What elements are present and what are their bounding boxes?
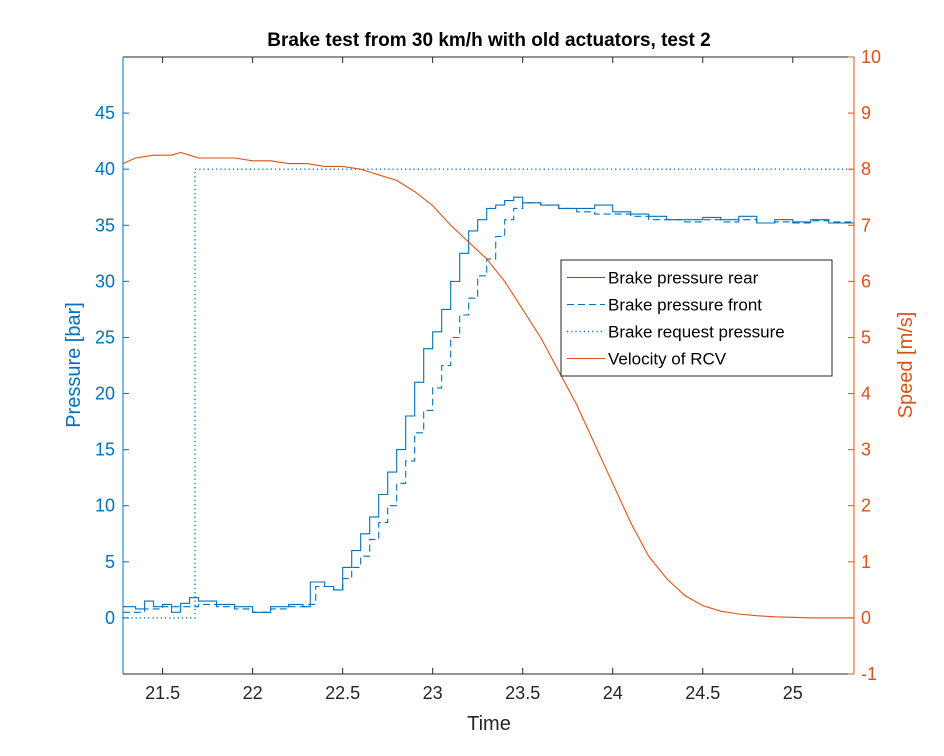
x-tick-label: 22 [243,683,263,703]
y-left-tick-label: 40 [95,159,115,179]
legend: Brake pressure rear Brake pressure front B… [560,259,833,377]
y-axis-left-label: Pressure [bar] [63,302,85,428]
y-left-tick-label: 20 [95,384,115,404]
y-left-tick-label: 35 [95,215,115,235]
y-right-tick-label: 2 [861,496,871,516]
x-tick-label: 23.5 [505,683,540,703]
y-left-tick-label: 10 [95,496,115,516]
axes-layer: 21.5 22 22.5 23 23.5 24 24.5 250510152025303540… [95,47,881,703]
x-axis-label: Time [467,713,511,735]
legend-label: Brake pressure front [608,296,762,315]
series-layer [122,151,855,619]
x-tick-label: 22.5 [325,683,360,703]
y-left-tick-label: 45 [95,103,115,123]
legend-label: Brake request pressure [608,323,785,342]
y-right-tick-label: 5 [861,327,871,347]
y-left-tick-label: 5 [105,552,115,572]
y-right-tick-label: 8 [861,159,871,179]
x-tick-label: 23 [423,683,443,703]
x-tick-label: 25 [783,683,803,703]
series-line-2 [123,202,855,613]
y-right-tick-label: 0 [861,608,871,628]
chart-title: Brake test from 30 km/h with old actuato… [267,30,710,51]
y-right-tick-label: 9 [861,103,871,123]
x-tick-label: 24 [603,683,623,703]
legend-box [560,259,833,377]
series-line-4 [122,151,854,619]
y-right-tick-label: 3 [861,440,871,460]
x-tick-label: 21.5 [145,683,180,703]
legend-label: Brake pressure rear [608,269,759,288]
y-right-tick-label: 4 [861,384,871,404]
y-left-tick-label: 25 [95,327,115,347]
y-axis-right-label: Speed [m/s] [895,312,917,419]
y-left-tick-label: 30 [95,271,115,291]
y-right-tick-label: 1 [861,552,871,572]
legend-label: Velocity of RCV [608,350,727,369]
y-right-tick-label: -1 [861,664,877,684]
y-left-tick-label: 0 [105,608,115,628]
y-right-tick-label: 10 [861,47,881,67]
y-left-tick-label: 15 [95,440,115,460]
x-tick-label: 24.5 [685,683,720,703]
y-right-tick-label: 7 [861,215,871,235]
y-right-tick-label: 6 [861,271,871,291]
